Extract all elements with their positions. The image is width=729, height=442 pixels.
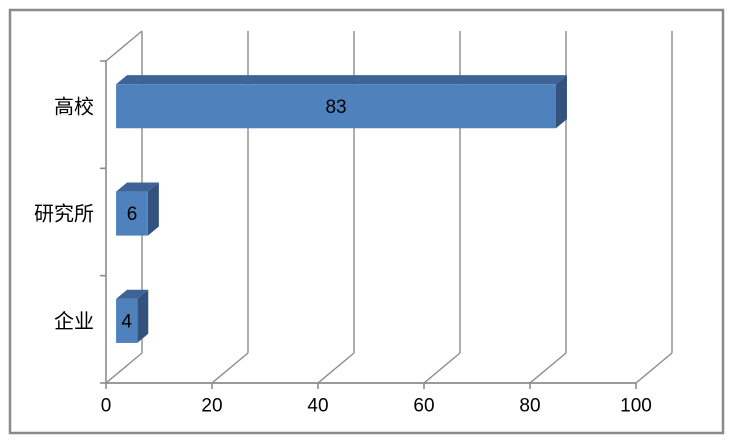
bar-top-face-0 — [116, 75, 567, 85]
bar-front-face-0 — [116, 84, 556, 129]
floor-depth-line-80 — [529, 352, 567, 384]
chart-frame-border — [8, 8, 725, 435]
category-label-0: 高校 — [54, 95, 94, 118]
tick-label-80: 80 — [519, 396, 540, 417]
category-label-2: 企业 — [54, 310, 94, 333]
bar-front-face-1 — [116, 191, 148, 236]
bar-data-labels: 83 6 4 — [121, 97, 346, 333]
left-wall-and-category-axis — [100, 30, 143, 384]
wall-top-depth-edge — [105, 30, 143, 62]
floor-depth-line-0 — [105, 352, 143, 384]
tick-label-20: 20 — [201, 396, 222, 417]
data-label-1: 6 — [127, 204, 138, 225]
floor-depth-line-60 — [423, 352, 461, 384]
bar-top-face-1 — [116, 182, 159, 192]
floor-depth-line-20 — [211, 352, 249, 384]
bar-top-face-2 — [116, 289, 149, 299]
data-label-0: 83 — [325, 97, 346, 118]
tick-label-40: 40 — [307, 396, 328, 417]
floor-depth-line-100 — [635, 352, 673, 384]
bar-side-face-1 — [147, 182, 159, 236]
value-axis-tick-labels: 0 20 40 60 80 100 — [101, 396, 652, 417]
bar-side-face-0 — [555, 75, 567, 129]
bar-front-face-2 — [116, 298, 138, 343]
floor-and-value-axis — [105, 352, 673, 389]
category-label-1: 研究所 — [34, 203, 94, 226]
bar-side-face-2 — [137, 289, 149, 343]
tick-label-100: 100 — [620, 396, 652, 417]
bar-series — [116, 75, 567, 343]
data-label-2: 4 — [121, 311, 132, 332]
floor-depth-line-40 — [317, 352, 355, 384]
tick-label-60: 60 — [413, 396, 434, 417]
tick-label-0: 0 — [101, 396, 112, 417]
